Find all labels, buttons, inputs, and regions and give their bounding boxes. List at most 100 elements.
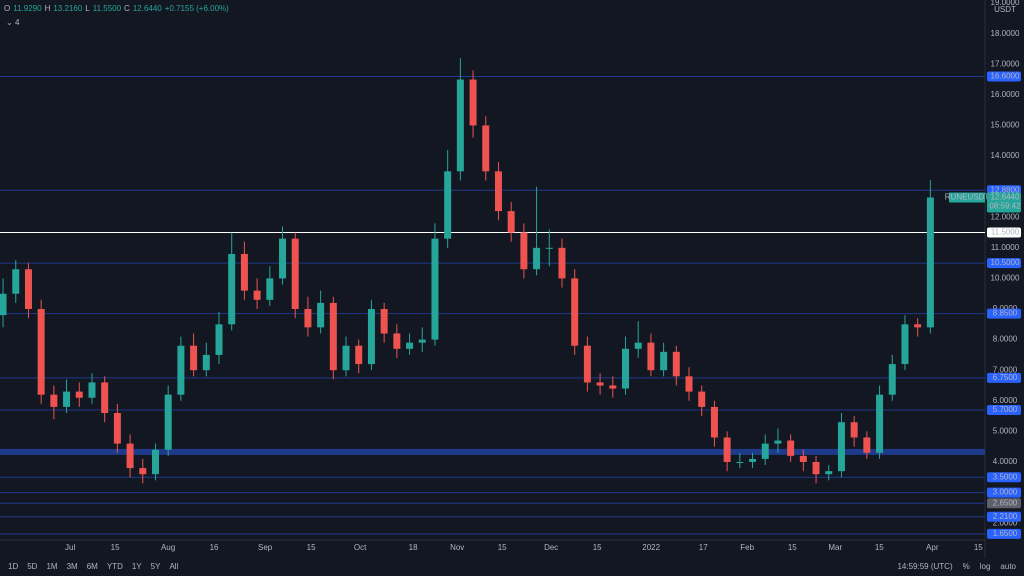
- level-label: 1.6500: [993, 529, 1018, 538]
- candle-body: [596, 382, 604, 386]
- x-tick-label: Oct: [354, 543, 367, 552]
- candle-body: [660, 351, 668, 371]
- candle-body: [50, 394, 58, 407]
- range-button[interactable]: 1Y: [131, 562, 142, 571]
- y-tick-label: 11.0000: [991, 243, 1020, 252]
- candle-body: [240, 253, 248, 291]
- x-tick-label: 2022: [642, 543, 660, 552]
- level-label: 10.5000: [991, 258, 1020, 267]
- range-button[interactable]: 1D: [8, 562, 19, 571]
- clock: 14:59:59 (UTC): [897, 562, 953, 571]
- candle-body: [215, 324, 223, 355]
- y-tick-label: 4.0000: [993, 457, 1018, 466]
- candle-body: [774, 440, 782, 444]
- candle-body: [558, 247, 566, 279]
- level-tag: [987, 404, 1021, 415]
- level-tag: [987, 308, 1021, 319]
- level-tag: [987, 372, 1021, 383]
- log-button[interactable]: log: [979, 562, 991, 571]
- level-label: 3.5000: [993, 472, 1018, 481]
- candle-body: [710, 406, 718, 438]
- range-button[interactable]: 1M: [46, 562, 58, 571]
- candle-body: [202, 354, 210, 371]
- range-button[interactable]: 5Y: [150, 562, 161, 571]
- candle-body: [113, 413, 121, 444]
- ohlc-value: 13.2160: [53, 4, 83, 13]
- auto-button[interactable]: auto: [1000, 562, 1016, 571]
- level-label: 2.6500: [993, 498, 1018, 507]
- candle-body: [266, 278, 274, 300]
- range-button[interactable]: All: [169, 562, 179, 571]
- support-band: [0, 448, 985, 455]
- candle-body: [926, 197, 934, 328]
- y-tick-label: 8.0000: [993, 335, 1018, 344]
- range-button[interactable]: 3M: [66, 562, 78, 571]
- ohlc-key: H: [44, 4, 51, 13]
- percent-button[interactable]: %: [962, 562, 970, 571]
- indicators-toggle[interactable]: ⌄ 4: [6, 18, 20, 27]
- level-tag: [987, 487, 1021, 498]
- y-tick-label: 15.0000: [991, 121, 1020, 130]
- bottom-toolbar: 1D 5D 1M 3M 6M YTD 1Y 5Y All 14:59:59 (UTC) % lo…: [0, 558, 1024, 576]
- candle-body: [698, 391, 706, 407]
- candle-body: [482, 125, 490, 172]
- candle-body: [380, 309, 388, 334]
- range-button[interactable]: 6M: [86, 562, 98, 571]
- candle-body: [75, 391, 83, 398]
- candle-body: [876, 394, 884, 453]
- candle-body: [101, 382, 109, 414]
- candle-body: [533, 247, 541, 270]
- x-tick-label: 15: [788, 543, 797, 552]
- candle-body: [507, 211, 515, 233]
- candle-body: [367, 309, 375, 365]
- x-tick-label: Nov: [450, 543, 464, 552]
- level-label: 3.0000: [993, 488, 1018, 497]
- level-tag: [987, 227, 1021, 238]
- candle-body: [723, 437, 731, 462]
- candle-body: [494, 171, 502, 212]
- level-tag: [987, 258, 1021, 269]
- candle-body: [63, 391, 71, 407]
- y-tick-label: 14.0000: [991, 151, 1020, 160]
- candle-body: [863, 437, 871, 453]
- x-tick-label: 16: [210, 543, 219, 552]
- candle-body: [545, 247, 553, 249]
- candle-body: [304, 309, 312, 328]
- candle-body: [393, 333, 401, 349]
- x-tick-label: 15: [974, 543, 983, 552]
- level-label: 5.7000: [993, 405, 1018, 414]
- candle-body: [228, 253, 236, 325]
- candle-body: [736, 461, 744, 463]
- candle-body: [164, 394, 172, 450]
- candle-body: [88, 382, 96, 398]
- last-price-tag: [987, 192, 1021, 213]
- symbol-tag: [949, 192, 985, 203]
- range-button[interactable]: 5D: [27, 562, 38, 571]
- candle-body: [571, 278, 579, 346]
- x-tick-label: Aug: [161, 543, 175, 552]
- last-price-label: 12.6440: [991, 193, 1020, 202]
- x-tick-label: Mar: [828, 543, 842, 552]
- y-tick-label: 19.0000: [991, 0, 1020, 7]
- level-tag: [987, 511, 1021, 522]
- candle-body: [825, 471, 833, 475]
- countdown-label: 08:59:42: [989, 202, 1021, 211]
- level-tag: [987, 528, 1021, 539]
- x-tick-label: 15: [111, 543, 120, 552]
- candle-body: [253, 290, 261, 300]
- range-button[interactable]: YTD: [106, 562, 123, 571]
- candle-body: [126, 443, 134, 469]
- level-label: 8.8500: [993, 309, 1018, 318]
- candle-body: [406, 342, 414, 349]
- candle-body: [456, 79, 464, 172]
- candle-body: [355, 345, 363, 365]
- y-tick-label: 6.0000: [993, 396, 1018, 405]
- x-tick-label: 15: [875, 543, 884, 552]
- indicator-count: 4: [14, 18, 20, 27]
- candle-body: [190, 345, 198, 371]
- candle-body: [609, 385, 617, 389]
- level-tag: [987, 498, 1021, 509]
- candle-body: [418, 339, 426, 343]
